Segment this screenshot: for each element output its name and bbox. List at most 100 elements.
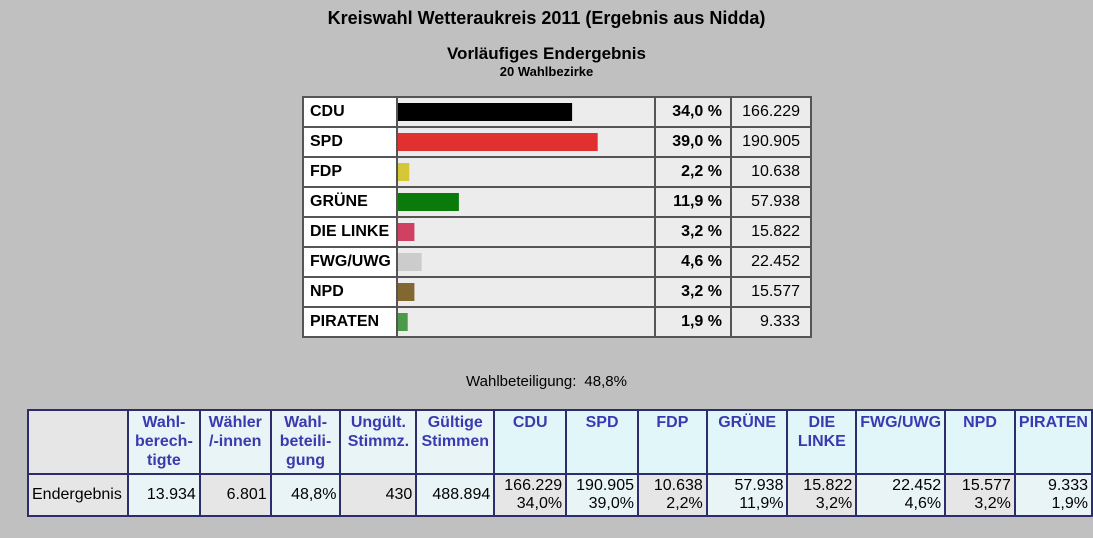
summary-table: Wahl-berech-tigte Wähler /-innen Wahl-betei…	[27, 409, 1093, 517]
party-row: NPD 3,2 % 15.577	[302, 276, 812, 308]
bar-cell	[396, 306, 656, 338]
party-percent: 34,0%	[516, 495, 563, 512]
summary-header-row: Wahl-berech-tigte Wähler /-innen Wahl-betei…	[27, 409, 1093, 475]
party-name: SPD	[302, 126, 398, 158]
valid-value: 488.894	[415, 473, 496, 517]
header-line: FDP	[656, 414, 689, 431]
header-blank	[27, 409, 129, 475]
vote-count: 15.577	[730, 276, 812, 308]
bar-cell	[396, 276, 656, 308]
percent-label: 4,6 %	[654, 246, 732, 278]
vote-count: 57.938	[730, 186, 812, 218]
percent-label: 11,9 %	[654, 186, 732, 218]
header-turnout: Wahl-beteili-gung	[269, 409, 342, 475]
vote-count: 166.229	[730, 96, 812, 128]
party-result-cell: 15.577 3,2%	[944, 473, 1016, 517]
header-line: Gültige	[427, 414, 483, 431]
header-line: Stimmen	[421, 433, 490, 450]
bar-die-linke	[398, 223, 415, 241]
bar-fwg-uwg	[398, 253, 422, 271]
district-count: 20 Wahlbezirke	[499, 64, 594, 79]
party-name: FDP	[302, 156, 398, 188]
bar-grüne	[398, 193, 459, 211]
header-party: SPD	[565, 409, 639, 475]
invalid-value: 430	[339, 473, 418, 517]
party-votes: 166.229	[504, 477, 563, 494]
header-line: gung	[285, 452, 326, 469]
party-result-cell: 15.822 3,2%	[786, 473, 858, 517]
party-row: CDU 34,0 % 166.229	[302, 96, 812, 128]
bar-cell	[396, 246, 656, 278]
party-row: GRÜNE 11,9 % 57.938	[302, 186, 812, 218]
bar-svg	[398, 193, 459, 211]
header-line: tigte	[147, 452, 181, 469]
party-result-cell: 22.452 4,6%	[855, 473, 947, 517]
percent-label: 1,9 %	[654, 306, 732, 338]
party-row: SPD 39,0 % 190.905	[302, 126, 812, 158]
party-votes: 10.638	[653, 477, 703, 494]
header-party: DIE LINKE	[786, 409, 858, 475]
header-line: GRÜNE	[718, 414, 776, 431]
party-name: NPD	[302, 276, 398, 308]
header-voters: Wähler /-innen	[198, 409, 272, 475]
header-line: SPD	[585, 414, 619, 431]
party-name: GRÜNE	[302, 186, 398, 218]
party-votes: 15.822	[803, 477, 853, 494]
party-name: CDU	[302, 96, 398, 128]
party-percent: 2,2%	[666, 495, 703, 512]
party-row: FWG/UWG 4,6 % 22.452	[302, 246, 812, 278]
party-percent: 1,9%	[1051, 495, 1088, 512]
header-party: FWG/UWG	[855, 409, 947, 475]
header-line: DIE	[808, 414, 836, 431]
party-votes: 22.452	[892, 477, 942, 494]
party-result-cell: 10.638 2,2%	[637, 473, 708, 517]
party-row: PIRATEN 1,9 % 9.333	[302, 306, 812, 338]
percent-label: 2,2 %	[654, 156, 732, 188]
results-chart-table: CDU 34,0 % 166.229 SPD 39,0 % 190.905 FDP 2,2 %…	[302, 96, 812, 338]
summary-data-row: Endergebnis 13.934 6.801 48,8% 430 488.894 166…	[27, 473, 1093, 517]
party-votes: 190.905	[576, 477, 634, 494]
party-result-cell: 166.229 34,0%	[493, 473, 568, 517]
party-votes: 57.938	[734, 477, 784, 494]
vote-count: 10.638	[730, 156, 812, 188]
header-line: Wahl-	[284, 414, 328, 431]
party-result-cell: 190.905 39,0%	[565, 473, 639, 517]
header-line: NPD	[963, 414, 997, 431]
bar-cdu	[398, 103, 573, 121]
bar-fdp	[398, 163, 410, 181]
party-percent: 39,0%	[588, 495, 634, 512]
party-name: DIE LINKE	[302, 216, 398, 248]
turnout-line: Wahlbeteiligung: 48,8%	[0, 373, 1093, 390]
bar-piraten	[398, 313, 408, 331]
header-valid: Gültige Stimmen	[415, 409, 496, 475]
header-line: Wähler	[208, 414, 262, 431]
eligible-value: 13.934	[126, 473, 201, 517]
party-row: FDP 2,2 % 10.638	[302, 156, 812, 188]
bar-cell	[396, 126, 656, 158]
party-votes: 15.577	[961, 477, 1011, 494]
bar-spd	[398, 133, 598, 151]
percent-label: 3,2 %	[654, 276, 732, 308]
row-label: Endergebnis	[27, 473, 129, 517]
bar-npd	[398, 283, 415, 301]
party-percent: 11,9%	[739, 495, 784, 512]
header-line: berech-	[134, 433, 193, 450]
bar-cell	[396, 186, 656, 218]
header-line: Ungült.	[350, 414, 406, 431]
header-line: LINKE	[797, 433, 846, 450]
page-title: Kreiswahl Wetteraukreis 2011 (Ergebnis a…	[327, 8, 766, 28]
header-invalid: Ungült. Stimmz.	[339, 409, 418, 475]
header-party: GRÜNE	[705, 409, 789, 475]
party-percent: 4,6%	[904, 495, 942, 512]
vote-count: 15.822	[730, 216, 812, 248]
bar-cell	[396, 216, 656, 248]
bar-cell	[396, 156, 656, 188]
header-line: CDU	[512, 414, 548, 431]
turnout-label: Wahlbeteiligung:	[466, 373, 577, 390]
percent-label: 39,0 %	[654, 126, 732, 158]
header-party: FDP	[637, 409, 708, 475]
bar-svg	[398, 103, 573, 121]
bar-svg	[398, 283, 415, 301]
party-name: FWG/UWG	[302, 246, 398, 278]
bar-cell	[396, 96, 656, 128]
